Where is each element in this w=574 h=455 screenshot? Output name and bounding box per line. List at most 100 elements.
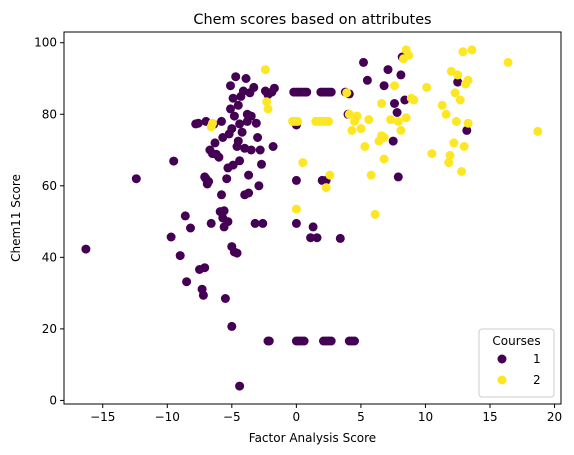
data-point-course-2 <box>386 115 396 125</box>
data-point-course-2 <box>533 126 543 136</box>
data-point-course-1 <box>227 124 237 134</box>
data-point-course-1 <box>200 263 210 273</box>
data-point-course-1 <box>226 104 235 114</box>
data-point-course-1 <box>237 127 247 137</box>
data-point-course-1 <box>246 145 256 155</box>
data-point-course-1 <box>258 218 268 228</box>
data-point-course-1 <box>217 190 226 200</box>
data-point-course-2 <box>437 100 447 110</box>
data-point-course-1 <box>231 72 241 82</box>
data-point-course-1 <box>326 336 336 346</box>
legend-label-course-1: 1 <box>533 352 541 366</box>
data-point-course-1 <box>359 57 368 67</box>
data-point-course-1 <box>193 118 203 128</box>
data-point-course-1 <box>222 174 232 184</box>
data-point-course-1 <box>312 233 322 243</box>
data-point-course-2 <box>379 133 389 142</box>
legend: Courses 12 <box>478 328 555 398</box>
data-point-course-2 <box>453 70 463 80</box>
data-point-course-1 <box>244 170 254 180</box>
data-point-course-1 <box>379 81 389 91</box>
data-point-course-1 <box>206 218 216 228</box>
x-tick-label: −5 <box>223 410 241 424</box>
data-points <box>81 45 543 391</box>
data-point-course-1 <box>335 233 345 243</box>
data-point-course-1 <box>254 181 264 191</box>
data-point-course-2 <box>503 57 513 67</box>
data-point-course-2 <box>262 97 272 107</box>
data-point-course-1 <box>233 100 243 110</box>
data-point-course-1 <box>390 99 399 108</box>
x-tick-label: −10 <box>155 410 180 424</box>
data-point-course-1 <box>253 133 263 142</box>
data-point-course-1 <box>227 321 237 331</box>
data-point-course-2 <box>450 88 460 98</box>
data-point-course-2 <box>463 118 473 128</box>
data-point-course-1 <box>306 233 316 243</box>
data-point-course-2 <box>293 116 303 126</box>
data-point-course-2 <box>463 75 473 85</box>
data-point-course-2 <box>208 118 217 128</box>
y-tick-label: 80 <box>42 107 57 121</box>
x-tick-label: 5 <box>357 410 365 424</box>
data-point-course-1 <box>223 217 233 227</box>
data-point-course-2 <box>393 116 403 126</box>
data-point-course-1 <box>235 381 245 391</box>
data-point-course-1 <box>180 211 190 221</box>
data-point-course-2 <box>366 170 376 180</box>
data-point-course-1 <box>81 244 91 254</box>
data-point-course-2 <box>379 154 389 164</box>
data-point-course-1 <box>220 294 230 303</box>
data-point-course-2 <box>325 170 335 180</box>
data-point-course-2 <box>422 82 432 92</box>
x-tick-label: 0 <box>293 410 301 424</box>
y-tick-label: 100 <box>34 36 57 50</box>
data-point-course-1 <box>462 125 472 135</box>
data-point-course-2 <box>441 109 451 119</box>
data-point-course-1 <box>291 218 301 228</box>
data-point-course-1 <box>302 87 312 97</box>
data-point-course-2 <box>444 158 454 168</box>
data-point-course-2 <box>404 50 414 60</box>
data-point-course-1 <box>350 336 359 346</box>
data-point-course-1 <box>244 188 254 198</box>
data-point-course-2 <box>291 204 301 214</box>
data-point-course-2 <box>459 142 469 151</box>
data-point-course-1 <box>219 206 229 216</box>
data-point-course-1 <box>186 223 195 233</box>
legend-marker-course-2 <box>497 375 507 385</box>
data-point-course-2 <box>455 95 465 105</box>
data-point-course-1 <box>166 232 176 242</box>
data-point-course-1 <box>169 156 179 166</box>
data-point-course-1 <box>383 65 393 75</box>
data-point-course-2 <box>390 81 399 91</box>
data-point-course-2 <box>342 88 352 98</box>
data-point-course-2 <box>321 183 331 193</box>
data-point-course-1 <box>233 136 243 146</box>
data-point-course-1 <box>393 172 403 182</box>
data-point-course-2 <box>401 113 411 123</box>
data-point-course-2 <box>445 150 455 160</box>
legend-items: 12 <box>497 352 541 387</box>
data-point-course-2 <box>451 116 461 126</box>
data-point-course-2 <box>263 104 273 114</box>
data-point-course-1 <box>362 75 372 85</box>
legend-title: Courses <box>492 334 540 348</box>
data-point-course-1 <box>257 159 266 169</box>
x-axis-ticks: −15 −10 −5 0 5 10 15 20 <box>90 404 562 424</box>
data-point-course-1 <box>182 277 192 287</box>
y-tick-label: 20 <box>42 322 57 336</box>
data-point-course-1 <box>226 81 235 91</box>
y-tick-label: 60 <box>42 179 57 193</box>
x-tick-label: 10 <box>418 410 433 424</box>
data-point-course-1 <box>392 108 402 117</box>
data-point-course-2 <box>324 116 334 126</box>
x-tick-label: 20 <box>547 410 562 424</box>
chart-title: Chem scores based on attributes <box>193 12 431 28</box>
data-point-course-1 <box>388 136 398 146</box>
data-point-course-1 <box>308 222 318 232</box>
data-point-course-1 <box>131 174 141 184</box>
data-point-course-1 <box>214 152 224 162</box>
data-point-course-1 <box>210 138 220 148</box>
data-point-course-1 <box>268 142 278 151</box>
